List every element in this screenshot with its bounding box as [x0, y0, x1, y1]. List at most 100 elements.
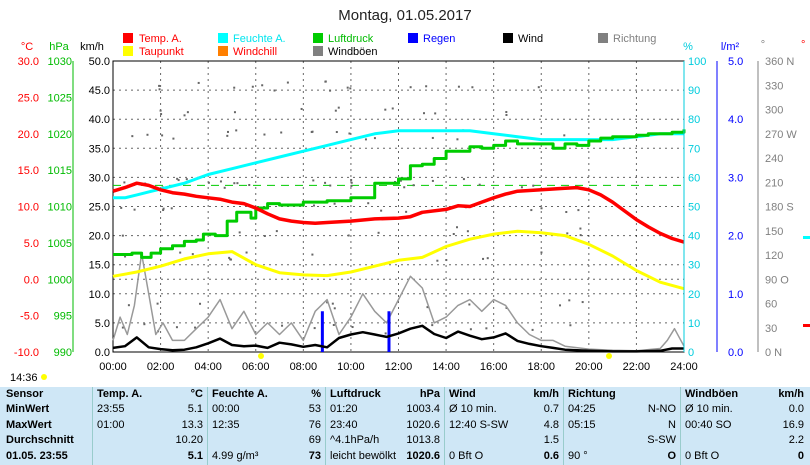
direction-dot [403, 186, 406, 189]
table-column-header: Feuchte A.% [210, 387, 325, 402]
direction-dot [280, 131, 283, 134]
table-cell-info: 0 Bft O [685, 449, 720, 462]
direction-dot [275, 230, 278, 233]
legend-temp: Temp. A. [139, 33, 182, 45]
tick-label-humidity: 80 [688, 114, 700, 126]
tick-label-wind: 10.0 [89, 289, 110, 301]
tick-label-direction: 360 N [765, 56, 794, 68]
legend-swatch-temp [123, 33, 133, 43]
legend-direction: Richtung [613, 33, 656, 45]
table-column-title: Temp. A. [97, 388, 143, 400]
direction-dot [233, 86, 236, 89]
table-cell-row: 00:40 SO 16.9 [683, 418, 808, 434]
direction-dot [350, 178, 353, 181]
table-cell-info: Ø 10 min. [685, 403, 733, 415]
tick-label-direction: 0 N [765, 347, 782, 359]
direction-dot [505, 113, 508, 116]
axis-unit-pressure: hPa [49, 41, 69, 53]
direction-dot [505, 111, 508, 114]
table-cell-row: leicht bewölkt 1020.6 [328, 449, 444, 465]
direction-dot [311, 130, 314, 133]
direction-dot [364, 138, 367, 141]
table-cell-value: 1020.6 [406, 449, 440, 462]
tick-label-wind: 35.0 [89, 143, 110, 155]
table-separator [207, 387, 208, 465]
tick-label-humidity: 30 [688, 260, 700, 272]
direction-dot [579, 234, 582, 237]
direction-dot [199, 302, 202, 305]
tick-label-wind: 50.0 [89, 56, 110, 68]
tick-label-pressure: 1020 [48, 129, 72, 141]
direction-dot [384, 108, 387, 111]
tick-label-pressure: 1015 [48, 165, 72, 177]
table-column: Luftdruck hPa 01:20 1003.4 23:40 1020.6 ^4.1hP… [328, 387, 444, 465]
table-cell-value: 0 [797, 449, 804, 462]
direction-dot [235, 129, 238, 132]
table-column-title: Luftdruck [330, 388, 381, 400]
direction-dot [226, 130, 229, 133]
tick-label-direction: 240 [765, 153, 783, 165]
tick-label-humidity: 20 [688, 289, 700, 301]
table-cell-value: 4.8 [543, 418, 559, 431]
direction-dot [121, 326, 124, 329]
direction-dot [337, 106, 340, 109]
direction-dot [445, 259, 448, 262]
direction-dot [146, 133, 149, 136]
table-cell-row: 0 Bft O 0.6 [447, 449, 563, 465]
legend-swatch-direction [598, 33, 608, 43]
direction-dot [425, 85, 428, 88]
direction-dot [238, 231, 241, 234]
table-column-unit: km/h [533, 388, 559, 400]
direction-dot [482, 257, 485, 260]
table-column-header: Richtung [566, 387, 680, 402]
direction-dot [405, 210, 408, 213]
legend-swatch-dew [123, 46, 133, 56]
tick-label-rain: 4.0 [728, 114, 743, 126]
table-cell-row: 00:00 53 [210, 402, 325, 418]
row-label-max: MaxWert [6, 418, 52, 431]
table-cell-value: 5.1 [187, 449, 203, 462]
direction-dot [233, 111, 236, 114]
tick-label-humidity: 40 [688, 231, 700, 243]
direction-dot [348, 132, 351, 135]
tick-label-direction: 120 [765, 250, 783, 262]
table-cell-row: 4.99 g/m³ 73 [210, 449, 325, 465]
direction-dot [133, 208, 136, 211]
table-cell-info: ^4.1hPa/h [330, 434, 380, 446]
direction-dot [568, 299, 571, 302]
tick-label-pressure: 1005 [48, 238, 72, 250]
tick-label-humidity: 50 [688, 202, 700, 214]
direction-dot [349, 87, 352, 90]
direction-dot [223, 186, 226, 189]
tick-label-temp: 15.0 [18, 165, 39, 177]
direction-dot [186, 111, 189, 114]
table-separator [444, 387, 445, 465]
tick-label-humidity: 10 [688, 318, 700, 330]
table-cell-row: 0 Bft O 0 [683, 449, 808, 465]
series-wind [112, 324, 684, 353]
tick-label-x: 06:00 [242, 361, 270, 373]
direction-dot [228, 256, 231, 259]
tick-label-temp: 20.0 [18, 129, 39, 141]
table-cell-row: ^4.1hPa/h 1013.8 [328, 433, 444, 449]
table-cell-row: 01:20 1003.4 [328, 402, 444, 418]
tick-label-wind: 25.0 [89, 202, 110, 214]
series-feuchte-a [113, 129, 684, 200]
rain-bar [320, 311, 324, 352]
tick-label-wind: 5.0 [95, 318, 110, 330]
table-cell-value: 73 [308, 449, 321, 462]
series-layer [112, 129, 686, 353]
direction-dot [431, 136, 434, 139]
direction-dot [226, 134, 229, 137]
direction-dot [175, 326, 178, 329]
table-column-unit: % [311, 388, 321, 400]
tick-label-pressure: 995 [54, 311, 72, 323]
data-table: Sensor MinWert MaxWert Durchschnitt 01.0… [0, 387, 810, 465]
axis-unit-wind: km/h [80, 41, 104, 53]
tick-label-wind: 45.0 [89, 85, 110, 97]
direction-dot [478, 183, 481, 186]
table-cell-value: S-SW [647, 434, 676, 446]
direction-dot [124, 255, 127, 258]
time-marker-icon [41, 374, 47, 380]
table-cell-info: 00:40 SO [685, 418, 732, 431]
